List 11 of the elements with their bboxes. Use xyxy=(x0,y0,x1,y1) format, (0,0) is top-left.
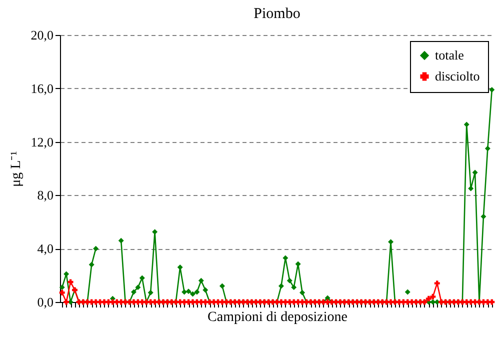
legend-label: disciolto xyxy=(435,68,480,84)
y-tick-label: 4,0 xyxy=(37,241,54,256)
legend-label: totale xyxy=(435,48,464,62)
y-axis-title: μg L⁻¹ xyxy=(8,151,24,187)
y-tick-label: 8,0 xyxy=(37,188,54,203)
y-tick-label: 20,0 xyxy=(30,28,54,42)
y-tick-label: 0,0 xyxy=(37,294,54,310)
x-axis-title: Campioni di deposizione xyxy=(208,310,348,325)
y-tick-label: 16,0 xyxy=(30,80,54,96)
y-tick-label: 12,0 xyxy=(30,134,54,150)
chart-title: Piombo xyxy=(254,6,300,22)
